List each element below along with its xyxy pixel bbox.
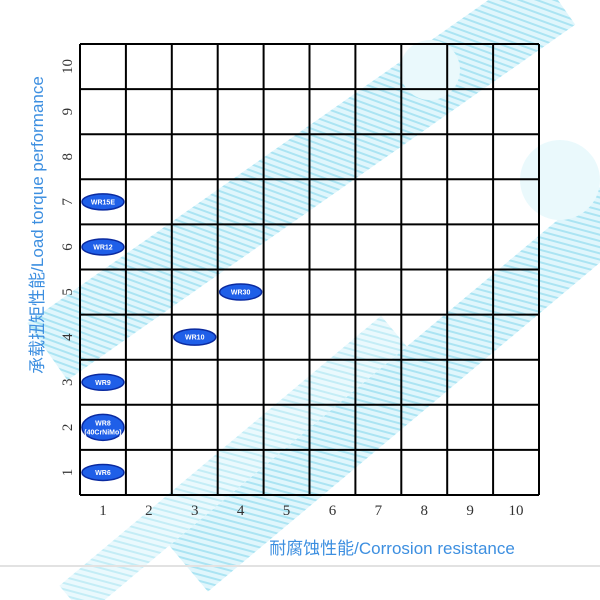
tick-labels: 1 2 3 4 5 6 7 8 9 10 1 2 3 4 5 6 7 8 9 10 bbox=[60, 59, 524, 519]
point-label: WR8 bbox=[95, 420, 111, 427]
x-tick-label: 3 bbox=[191, 503, 199, 519]
point-label: WR15E bbox=[91, 199, 115, 206]
point-label: WR9 bbox=[95, 380, 111, 387]
y-tick-label: 2 bbox=[60, 424, 76, 432]
y-tick-label: 1 bbox=[60, 469, 76, 477]
point-label: WR12 bbox=[93, 244, 113, 251]
data-point-wr10: WR10 bbox=[173, 328, 217, 346]
data-point-wr12: WR12 bbox=[81, 238, 125, 256]
data-point-wr30: WR30 bbox=[218, 283, 263, 301]
divider bbox=[0, 565, 600, 567]
point-marker bbox=[81, 463, 125, 482]
data-point-wr9: WR9 bbox=[81, 373, 125, 391]
x-tick-label: 9 bbox=[466, 503, 474, 519]
x-tick-label: 7 bbox=[375, 503, 383, 519]
data-point-wr8: WR8 (40CrNiMo) bbox=[81, 413, 125, 442]
point-marker bbox=[81, 193, 125, 211]
y-tick-label: 8 bbox=[60, 153, 76, 161]
y-tick-label: 3 bbox=[60, 379, 76, 387]
point-label: WR6 bbox=[95, 470, 111, 477]
point-marker bbox=[218, 283, 263, 301]
point-label: WR10 bbox=[185, 335, 205, 342]
point-marker bbox=[173, 328, 217, 346]
x-axis-label: 耐腐蚀性能/Corrosion resistance bbox=[269, 539, 515, 558]
x-tick-label: 5 bbox=[283, 503, 291, 519]
x-tick-label: 10 bbox=[509, 503, 524, 519]
x-tick-label: 4 bbox=[237, 503, 245, 519]
grid bbox=[79, 43, 540, 496]
y-axis-label: 承载扭矩性能/Load torque performance bbox=[28, 76, 47, 374]
x-tick-label: 1 bbox=[99, 503, 107, 519]
y-tick-label: 7 bbox=[60, 198, 76, 206]
data-point-wr6: WR6 bbox=[81, 463, 125, 482]
x-tick-label: 6 bbox=[329, 503, 337, 519]
point-sublabel: (40CrNiMo) bbox=[84, 429, 121, 436]
point-label: WR30 bbox=[231, 290, 251, 297]
background-spline-shaft-art bbox=[27, 0, 600, 600]
x-tick-label: 8 bbox=[421, 503, 429, 519]
y-tick-label: 6 bbox=[60, 243, 76, 251]
point-marker bbox=[81, 413, 125, 442]
x-tick-label: 2 bbox=[145, 503, 153, 519]
point-marker bbox=[81, 238, 125, 256]
y-tick-label: 10 bbox=[60, 59, 76, 74]
point-marker bbox=[81, 373, 125, 391]
y-tick-label: 5 bbox=[60, 288, 76, 296]
y-tick-label: 9 bbox=[60, 108, 76, 116]
y-tick-label: 4 bbox=[60, 333, 76, 341]
data-point-wr15e: WR15E bbox=[81, 193, 125, 211]
data-points: WR6 WR8 (40CrNiMo) WR9 WR10 WR30 WR12 WR15E bbox=[81, 193, 263, 482]
